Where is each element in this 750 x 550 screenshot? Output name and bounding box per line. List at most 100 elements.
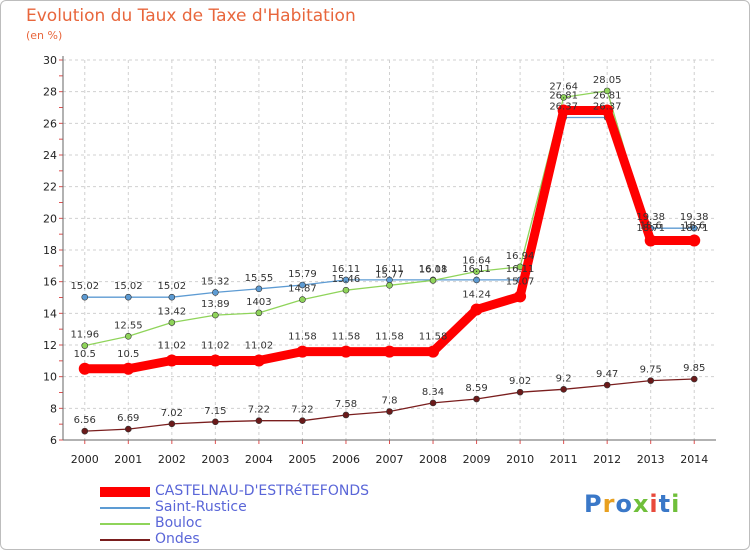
data-point-bouloc	[255, 309, 263, 317]
y-tick-label: 26	[43, 117, 57, 130]
data-label-saint-rustice: 26.37	[549, 101, 578, 112]
x-tick-label: 2009	[463, 453, 491, 466]
data-point-bouloc	[342, 286, 350, 294]
data-point-ondes	[560, 386, 567, 393]
data-label-bouloc: 16.08	[419, 264, 448, 275]
data-point-ondes	[429, 399, 437, 407]
data-label-castelnau-d-estr-tefonds: 11.58	[288, 332, 317, 343]
x-tick-label: 2006	[332, 453, 360, 466]
data-label-saint-rustice: 26.37	[593, 101, 622, 112]
data-label-saint-rustice: 15.02	[70, 281, 99, 292]
data-label-bouloc: 18.71	[636, 223, 665, 234]
legend-label-castelnau: CASTELNAU-D'ESTRéTEFONDS	[155, 483, 370, 499]
data-point-castelnau-d-estr-tefonds	[427, 345, 440, 358]
data-label-saint-rustice: 15.02	[158, 281, 187, 292]
logo-letter: P	[584, 490, 603, 518]
grid-layer	[63, 59, 716, 441]
data-point-castelnau-d-estr-tefonds	[296, 345, 309, 358]
data-point-ondes	[81, 427, 89, 435]
data-label-castelnau-d-estr-tefonds: 15.07	[506, 276, 535, 287]
data-label-bouloc: 15.46	[332, 274, 361, 285]
data-label-ondes: 8.59	[465, 383, 487, 394]
y-tick-label: 12	[43, 339, 57, 352]
data-point-ondes	[212, 418, 219, 426]
x-tick-label: 2005	[288, 453, 316, 466]
data-label-bouloc: 13.89	[201, 299, 230, 310]
data-label-ondes: 7.22	[248, 405, 270, 416]
data-point-bouloc	[473, 268, 480, 275]
data-point-bouloc	[125, 332, 132, 340]
data-label-castelnau-d-estr-tefonds: 11.58	[419, 332, 448, 343]
data-label-saint-rustice: 19.38	[636, 212, 665, 223]
data-label-bouloc: 16.94	[506, 251, 535, 262]
y-tick-label: 20	[43, 212, 57, 225]
data-point-castelnau-d-estr-tefonds	[601, 104, 614, 117]
data-label-bouloc: 1403	[246, 297, 271, 308]
data-label-ondes: 7.58	[335, 399, 357, 410]
legend-label-ondes: Ondes	[155, 531, 200, 547]
data-label-castelnau-d-estr-tefonds: 11.02	[158, 341, 187, 352]
x-tick-label: 2007	[376, 453, 404, 466]
data-point-castelnau-d-estr-tefonds	[688, 234, 701, 247]
data-label-saint-rustice: 15.55	[245, 273, 274, 284]
data-label-bouloc: 18.71	[680, 223, 709, 234]
x-tick-label: 2013	[637, 453, 665, 466]
data-point-bouloc	[603, 87, 611, 95]
data-label-bouloc: 27.64	[549, 81, 578, 92]
data-point-castelnau-d-estr-tefonds	[514, 290, 527, 303]
data-label-castelnau-d-estr-tefonds: 11.02	[245, 341, 274, 352]
data-label-castelnau-d-estr-tefonds: 10.5	[74, 349, 96, 360]
data-point-castelnau-d-estr-tefonds	[557, 104, 570, 117]
data-point-castelnau-d-estr-tefonds	[470, 303, 483, 316]
x-tick-label: 2004	[245, 453, 273, 466]
x-tick-label: 2002	[158, 453, 186, 466]
y-tick-label: 16	[43, 276, 57, 289]
data-label-saint-rustice: 16.11	[419, 264, 448, 275]
data-label-bouloc: 15.77	[375, 269, 404, 280]
data-point-castelnau-d-estr-tefonds	[78, 362, 91, 375]
data-label-saint-rustice: 16.11	[332, 264, 361, 275]
logo-letter: t	[658, 490, 672, 518]
data-point-saint-rustice	[125, 293, 132, 301]
data-point-bouloc	[212, 311, 219, 319]
logo-letter: o	[615, 490, 633, 518]
data-label-bouloc: 13.42	[158, 307, 187, 318]
y-tick-label: 18	[43, 244, 57, 257]
data-label-ondes: 9.85	[683, 363, 705, 374]
data-point-ondes	[516, 388, 524, 396]
data-point-castelnau-d-estr-tefonds	[122, 362, 135, 375]
y-tick-label: 8	[50, 402, 57, 415]
data-label-ondes: 8.34	[422, 387, 444, 398]
y-tick-label: 28	[43, 86, 57, 99]
data-label-layer: 6.56 6.69 7.02 7.15 7.22 7.22 7.58 7.8 8.34 8.59 9…	[70, 75, 708, 426]
data-label-ondes: 9.47	[596, 369, 618, 380]
data-point-saint-rustice	[299, 281, 306, 289]
data-point-ondes	[473, 395, 480, 403]
data-label-ondes: 6.69	[117, 413, 139, 424]
x-tick-label: 2012	[593, 453, 621, 466]
data-label-bouloc: 11.96	[70, 330, 99, 341]
data-label-ondes: 9.75	[640, 365, 662, 376]
data-label-bouloc: 16.64	[462, 256, 491, 267]
data-label-saint-rustice: 19.38	[680, 212, 709, 223]
data-label-ondes: 9.2	[556, 373, 572, 384]
data-label-castelnau-d-estr-tefonds: 10.5	[117, 349, 139, 360]
x-tick-label: 2011	[550, 453, 578, 466]
x-tick-label: 2000	[71, 453, 99, 466]
axis-layer: 6 8 10 12 14 16 18 20 22 24 26 28 30 2000 2001 2002 2003…	[43, 54, 716, 466]
data-point-castelnau-d-estr-tefonds	[383, 345, 396, 358]
proxiti-logo: Proxiti	[584, 490, 680, 518]
data-label-castelnau-d-estr-tefonds: 26.81	[593, 91, 622, 102]
y-unit-label: (en %)	[26, 29, 63, 42]
data-label-bouloc: 12.55	[114, 320, 143, 331]
data-point-saint-rustice	[473, 276, 480, 284]
data-point-ondes	[386, 408, 393, 415]
data-label-saint-rustice: 16.11	[506, 264, 535, 275]
legend-label-saint-rustice: Saint-Rustice	[155, 499, 247, 515]
x-tick-label: 2003	[201, 453, 229, 466]
data-point-saint-rustice	[342, 276, 350, 284]
data-point-ondes	[255, 417, 263, 424]
data-point-saint-rustice	[212, 289, 219, 296]
data-label-saint-rustice: 15.79	[288, 269, 317, 280]
data-label-bouloc: 28.05	[593, 75, 622, 86]
